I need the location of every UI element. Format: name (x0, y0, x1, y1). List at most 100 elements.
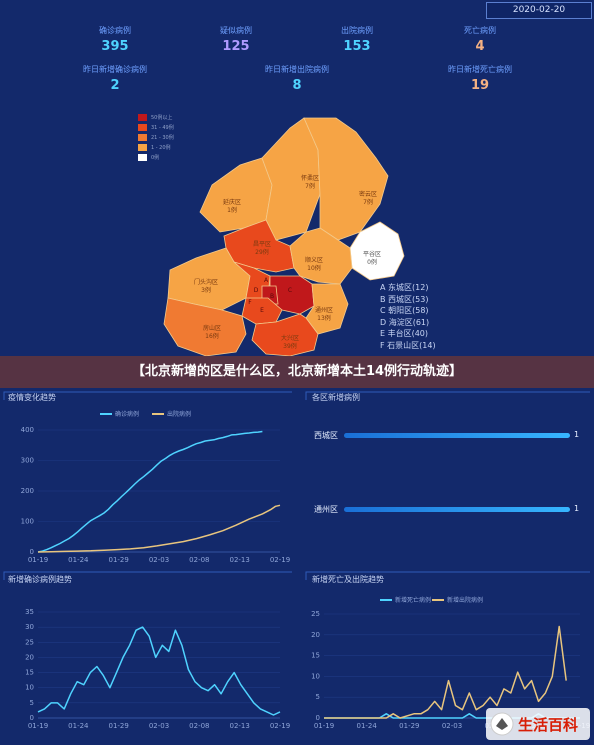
svg-text:生活百科: 生活百科 (518, 716, 578, 734)
district-list: A 东城区(12) B 西城区(53) C 朝阳区(58) D 海淀区(61) … (380, 282, 436, 351)
core-marker-d: D (254, 287, 259, 294)
region-label-miyun: 密云区 (359, 190, 377, 198)
stat-value: 4 (475, 39, 485, 54)
legend-label: 出院病例 (167, 410, 191, 418)
x-tick-label: 01-19 (28, 722, 48, 730)
legend-swatch (138, 133, 147, 141)
legend-label: 新增出院病例 (447, 596, 483, 604)
trend-chart: 0 100 200 300 400 01-19 01-24 01-29 02-03 02-08 02… (21, 410, 291, 564)
bar-fill (344, 433, 570, 438)
region-label-yanqing: 延庆区 (223, 198, 241, 206)
stat-value: 2 (110, 78, 120, 93)
legend-item: 21 - 30例 (138, 132, 174, 142)
bar-value: 1 (574, 430, 580, 439)
y-tick-label: 0 (30, 714, 34, 722)
bar-track (344, 433, 570, 438)
x-tick-label: 01-24 (356, 722, 377, 730)
core-marker-b: B (270, 293, 274, 300)
region-label-changping: 昌平区 (253, 241, 271, 248)
legend-label: 50例以上 (151, 114, 173, 121)
y-tick-label: 30 (25, 623, 34, 631)
y-tick-label: 5 (30, 699, 34, 707)
stat-label: 死亡病例 (464, 26, 496, 35)
map-region-fangshan (163, 297, 247, 357)
legend-swatch (138, 153, 147, 161)
y-tick-label: 25 (311, 610, 320, 618)
region-count-huairou: 7例 (305, 182, 315, 190)
x-tick-label: 01-19 (314, 722, 334, 730)
y-tick-label: 25 (25, 638, 34, 646)
stat-value: 19 (470, 78, 490, 93)
watermark-logo: 生活百科 (486, 708, 590, 740)
legend-label: 31 - 49例 (151, 124, 174, 131)
legend-swatch (138, 113, 147, 121)
headline-banner: 【北京新增的区是什么区，北京新增本土14例行动轨迹】 (0, 356, 594, 388)
panels-frame (3, 391, 590, 580)
legend-label: 确诊病例 (115, 410, 139, 418)
region-count-pinggu: 0例 (367, 258, 377, 266)
y-tick-label: 15 (311, 652, 320, 660)
stat-label: 昨日新增确诊病例 (83, 65, 147, 74)
stat-suspected: 疑似病例 125 (176, 26, 296, 55)
map-legend: 50例以上 31 - 49例 21 - 30例 1 - 20例 0例 (138, 112, 174, 162)
bar-track (344, 507, 570, 512)
x-tick-label: 02-03 (442, 722, 462, 730)
region-count-daxing: 39例 (283, 342, 297, 350)
y-tick-label: 400 (21, 426, 34, 434)
y-tick-label: 100 (21, 518, 34, 526)
legend-swatch (138, 123, 147, 131)
y-tick-label: 300 (21, 457, 34, 465)
y-tick-label: 0 (316, 714, 320, 722)
map-region-yanqing (199, 157, 273, 233)
region-count-shunyi: 10例 (307, 264, 321, 272)
stat-new-confirmed: 昨日新增确诊病例 2 (55, 65, 175, 94)
series-line (37, 626, 281, 716)
stat-new-discharged: 昨日新增出院病例 8 (237, 65, 357, 94)
district-list-item: C 朝阳区(58) (380, 306, 429, 315)
district-list-item: F 石景山区(14) (380, 340, 436, 350)
map-region-huairou (261, 117, 321, 241)
x-tick-label: 02-19 (270, 722, 290, 730)
stat-label: 昨日新增死亡病例 (448, 65, 512, 74)
district-bar-chart: 西城区 1 通州区 1 (312, 425, 588, 525)
y-tick-label: 200 (21, 487, 34, 495)
x-tick-label: 01-19 (28, 556, 48, 564)
y-tick-label: 35 (25, 608, 34, 616)
legend-label: 0例 (151, 154, 160, 161)
series-line (37, 430, 263, 553)
stat-deaths: 死亡病例 4 (420, 26, 540, 55)
y-tick-label: 0 (30, 548, 34, 556)
district-list-item: D 海淀区(61) (380, 317, 430, 327)
district-list-item: B 西城区(53) (380, 294, 429, 304)
y-tick-label: 15 (25, 669, 34, 677)
x-tick-label: 02-03 (149, 722, 169, 730)
region-label-tongzhou: 通州区 (315, 306, 333, 314)
panel-title-district-new: 各区新增病例 (312, 393, 360, 402)
y-tick-label: 10 (311, 672, 320, 680)
y-tick-label: 20 (311, 631, 320, 639)
x-tick-label: 01-24 (68, 722, 89, 730)
x-tick-label: 02-13 (229, 556, 249, 564)
region-count-fangshan: 16例 (205, 332, 219, 340)
bar-label: 西城区 (314, 431, 338, 440)
y-tick-label: 5 (316, 693, 320, 701)
bar-fill (344, 507, 570, 512)
x-tick-label: 02-08 (189, 556, 209, 564)
region-label-huairou: 怀柔区 (301, 174, 319, 182)
stat-value: 395 (101, 39, 129, 54)
region-count-tongzhou: 13例 (317, 314, 331, 322)
map-region-tongzhou (305, 283, 349, 335)
date-badge: 2020-02-20 (486, 2, 592, 19)
x-tick-label: 02-13 (229, 722, 249, 730)
region-count-mentougou: 3例 (201, 286, 211, 294)
stat-new-deaths: 昨日新增死亡病例 19 (420, 65, 540, 94)
x-tick-label: 02-19 (270, 556, 290, 564)
panel-title-new-confirmed: 新增确诊病例趋势 (8, 575, 72, 584)
legend-item: 50例以上 (138, 112, 174, 122)
legend-item: 0例 (138, 152, 174, 162)
panel-title-death-discharge: 新增死亡及出院趋势 (312, 575, 384, 584)
region-label-daxing: 大兴区 (281, 334, 299, 342)
legend-label: 21 - 30例 (151, 134, 174, 141)
legend-label: 1 - 20例 (151, 144, 171, 151)
x-tick-label: 01-29 (108, 722, 128, 730)
